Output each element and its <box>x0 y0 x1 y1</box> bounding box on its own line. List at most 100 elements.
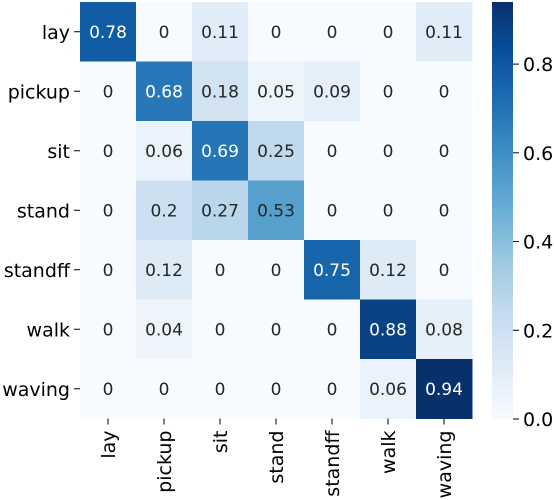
cell-value-label: 0.27 <box>201 201 239 221</box>
heatmap-cell-walk-sit <box>192 299 249 360</box>
row-label-sit: sit <box>47 141 70 163</box>
cell-value-label: 0 <box>383 201 394 221</box>
cell-value-label: 0.06 <box>145 142 183 162</box>
column-labels: lay pickup sit stand standff walk waving <box>98 418 456 498</box>
column-label-pickup: pickup <box>154 431 176 493</box>
heatmap-cell-stand-stand <box>248 180 305 241</box>
heatmap-cell-pickup-walk <box>360 61 417 122</box>
heatmap-cells: 0.78 0 0.11 0 0 0 0.11 0 0.68 0.18 0.05 0.09 0 0 0 0.06… <box>80 2 473 419</box>
cell-value-label: 0.18 <box>201 82 239 102</box>
row-label-pickup: pickup <box>8 81 70 103</box>
cell-value-label: 0 <box>159 380 170 400</box>
heatmap-cell-walk-walk <box>360 299 417 360</box>
cell-value-label: 0.78 <box>89 23 127 43</box>
cell-value-label: 0 <box>271 380 282 400</box>
cell-value-label: 0 <box>103 201 114 221</box>
cell-value-label: 0 <box>215 261 226 281</box>
cell-value-label: 0 <box>159 23 170 43</box>
heatmap-cell-standff-sit <box>192 240 249 300</box>
cell-value-label: 0 <box>439 82 450 102</box>
heatmap-cell-pickup-stand <box>248 61 305 122</box>
heatmap-cell-walk-lay <box>80 299 137 360</box>
heatmap-cell-waving-walk <box>360 359 417 419</box>
heatmap-cell-lay-waving <box>416 2 473 62</box>
heatmap-cell-standff-pickup <box>136 240 193 300</box>
heatmap-cell-stand-sit <box>192 180 249 241</box>
cell-value-label: 0 <box>103 82 114 102</box>
heatmap-cell-waving-lay <box>80 359 137 419</box>
row-label-stand: stand <box>17 200 70 222</box>
heatmap-cell-stand-waving <box>416 180 473 241</box>
heatmap-cell-lay-lay <box>80 2 137 62</box>
heatmap-cell-lay-pickup <box>136 2 193 62</box>
heatmap-cell-waving-pickup <box>136 359 193 419</box>
colorbar-gradient <box>492 2 513 419</box>
heatmap-cell-waving-stand <box>248 359 305 419</box>
colorbar-tick-label: 0.0 <box>523 409 553 431</box>
cell-value-label: 0.06 <box>369 380 407 400</box>
row-label-walk: walk <box>27 319 70 341</box>
heatmap-cell-standff-waving <box>416 240 473 300</box>
cell-value-label: 0 <box>271 320 282 340</box>
column-label-standff: standff <box>322 430 344 497</box>
heatmap-cell-lay-sit <box>192 2 249 62</box>
cell-value-label: 0.88 <box>369 320 407 340</box>
colorbar: 0.0 0.2 0.4 0.6 0.8 <box>492 2 553 431</box>
cell-value-label: 0 <box>383 142 394 162</box>
heatmap-cell-waving-waving <box>416 359 473 419</box>
cell-value-label: 0 <box>327 142 338 162</box>
cell-value-label: 0 <box>103 380 114 400</box>
cell-value-label: 0.53 <box>257 201 295 221</box>
cell-value-label: 0.75 <box>313 261 351 281</box>
cell-value-label: 0 <box>327 320 338 340</box>
heatmap-cell-pickup-pickup <box>136 61 193 122</box>
cell-value-label: 0.05 <box>257 82 295 102</box>
colorbar-tick-label: 0.8 <box>523 54 553 76</box>
cell-value-label: 0.69 <box>201 142 239 162</box>
heatmap-cell-lay-walk <box>360 2 417 62</box>
row-label-waving: waving <box>2 379 70 401</box>
cell-value-label: 0 <box>327 23 338 43</box>
heatmap-cell-sit-stand <box>248 121 305 181</box>
cell-value-label: 0 <box>383 82 394 102</box>
heatmap-cell-standff-lay <box>80 240 137 300</box>
heatmap-cell-pickup-standff <box>304 61 361 122</box>
heatmap-cell-sit-waving <box>416 121 473 181</box>
heatmap-cell-pickup-lay <box>80 61 137 122</box>
heatmap-cell-standff-standff <box>304 240 361 300</box>
row-label-standff: standff <box>4 260 71 282</box>
heatmap-cell-walk-pickup <box>136 299 193 360</box>
cell-value-label: 0 <box>215 380 226 400</box>
cell-value-label: 0 <box>439 201 450 221</box>
cell-value-label: 0.68 <box>145 82 183 102</box>
column-label-stand: stand <box>266 431 288 484</box>
heatmap-cell-sit-pickup <box>136 121 193 181</box>
cell-value-label: 0.11 <box>201 23 239 43</box>
heatmap-cell-walk-waving <box>416 299 473 360</box>
cell-value-label: 0.11 <box>425 23 463 43</box>
row-label-lay: lay <box>42 22 70 44</box>
colorbar-tick-label: 0.2 <box>523 320 553 342</box>
heatmap-cell-pickup-sit <box>192 61 249 122</box>
heatmap-cell-sit-standff <box>304 121 361 181</box>
colorbar-tick-label: 0.4 <box>523 232 553 254</box>
heatmap-cell-lay-standff <box>304 2 361 62</box>
cell-value-label: 0 <box>103 261 114 281</box>
heatmap-cell-sit-sit <box>192 121 249 181</box>
heatmap-cell-waving-sit <box>192 359 249 419</box>
column-label-sit: sit <box>210 431 232 454</box>
heatmap-cell-stand-walk <box>360 180 417 241</box>
cell-value-label: 0.25 <box>257 142 295 162</box>
cell-value-label: 0 <box>327 201 338 221</box>
cell-value-label: 0 <box>103 142 114 162</box>
row-labels: lay pickup sit stand standff walk waving <box>2 22 80 401</box>
cell-value-label: 0 <box>439 142 450 162</box>
heatmap-cell-pickup-waving <box>416 61 473 122</box>
heatmap-cell-stand-lay <box>80 180 137 241</box>
cell-value-label: 0.12 <box>369 261 407 281</box>
cell-value-label: 0 <box>103 320 114 340</box>
cell-value-label: 0.2 <box>150 201 177 221</box>
cell-value-label: 0 <box>439 261 450 281</box>
cell-value-label: 0.12 <box>145 261 183 281</box>
